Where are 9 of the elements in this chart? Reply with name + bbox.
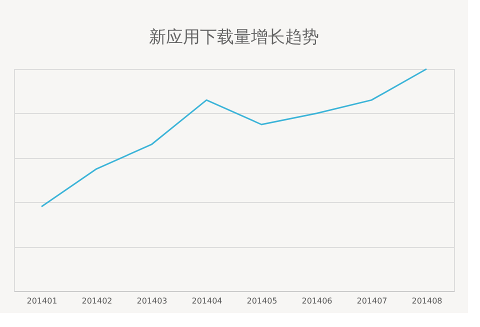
x-tick-label: 201403	[136, 296, 168, 306]
chart-title: 新应用下载量增长趋势	[149, 27, 319, 48]
x-tick-label: 201402	[82, 296, 112, 306]
x-tick-label: 201407	[356, 296, 388, 306]
x-tick-label: 201405	[246, 296, 278, 306]
x-tick-label: 201401	[26, 296, 58, 306]
x-tick-label: 201406	[302, 296, 332, 306]
x-tick-label: 201404	[192, 296, 222, 306]
x-tick-label: 201408	[412, 296, 442, 306]
